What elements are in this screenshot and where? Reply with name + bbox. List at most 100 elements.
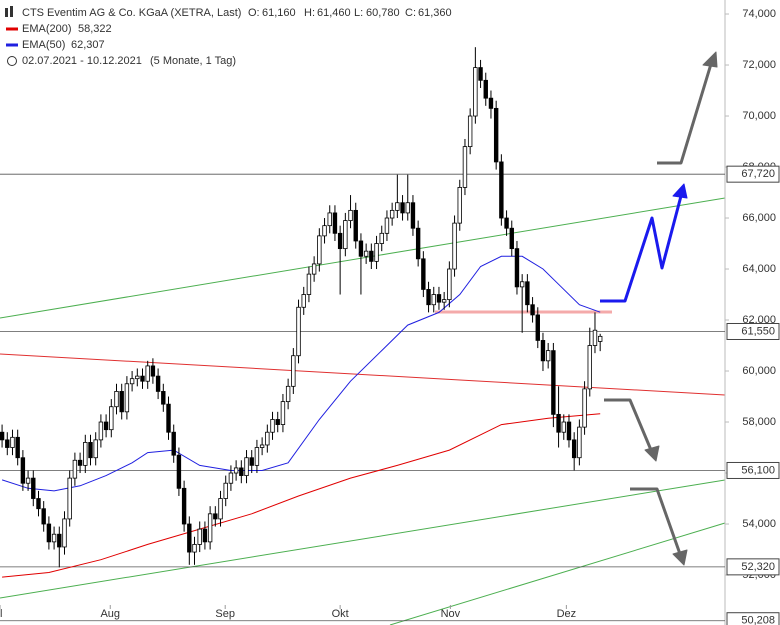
level-label: 67,720 <box>741 168 775 180</box>
candle-body <box>488 97 494 109</box>
candle-body <box>88 442 93 459</box>
candle-body <box>426 289 431 306</box>
legend-value: 58,322 <box>78 23 112 35</box>
candle-body <box>161 391 166 405</box>
arrow-head <box>672 549 688 566</box>
candle-body <box>478 67 483 81</box>
candle-body <box>556 413 561 433</box>
candle-body <box>499 161 504 219</box>
level-box <box>726 612 780 625</box>
candle-body <box>114 391 119 408</box>
trend-line <box>0 197 726 319</box>
trend-line <box>0 479 726 599</box>
candle-body <box>259 444 265 448</box>
arrow <box>600 195 683 303</box>
candle-body <box>31 477 36 499</box>
candle-body <box>135 375 140 380</box>
candle-body <box>587 345 592 390</box>
candle-body <box>10 436 15 448</box>
y-tick-label: 54,000 <box>742 518 776 530</box>
candle-body <box>421 258 426 290</box>
legend-label: EMA(50) <box>22 39 65 51</box>
candle-body <box>124 383 130 413</box>
level-label: 52,320 <box>741 561 775 573</box>
candle-body <box>223 482 228 499</box>
candle-body <box>551 350 556 415</box>
y-tick-label: 58,000 <box>742 416 776 428</box>
level-label: 61,550 <box>741 325 775 337</box>
candle-body <box>275 419 280 425</box>
arrow <box>604 398 653 451</box>
y-tick-label: 70,000 <box>742 110 776 122</box>
y-tick-label: 66,000 <box>742 212 776 224</box>
candle-body <box>285 385 291 403</box>
x-tick-label: Okt <box>332 608 349 620</box>
candle-body <box>15 436 20 459</box>
y-tick-label: 60,000 <box>742 365 776 377</box>
candle-body <box>207 513 213 543</box>
candle-body <box>389 209 395 219</box>
level-box <box>726 558 780 576</box>
candle-body <box>202 528 208 543</box>
candle-body <box>218 498 223 520</box>
candle-body <box>540 340 546 362</box>
level-box <box>726 165 780 183</box>
candle-body <box>592 329 598 346</box>
candle-body <box>353 209 358 242</box>
candle-body <box>176 454 182 489</box>
candle-body <box>98 421 104 441</box>
candle-body <box>119 391 124 413</box>
candle-body <box>0 431 5 441</box>
arrow <box>630 487 682 555</box>
candle-body <box>577 426 582 459</box>
level-label: 50,208 <box>741 615 775 625</box>
candle-body <box>561 421 566 433</box>
candle-body <box>228 472 234 484</box>
candle-body <box>140 375 145 382</box>
candle-body <box>25 477 31 484</box>
candle-body <box>322 225 327 237</box>
candle-body <box>317 235 322 265</box>
ohlc-label: C: <box>405 7 416 19</box>
candle-body <box>374 243 379 262</box>
candle-body <box>270 419 275 433</box>
candle-body <box>379 232 384 244</box>
candle-body <box>150 365 156 377</box>
x-tick-label: Aug <box>100 608 120 620</box>
candle-body <box>301 294 306 308</box>
candle-body <box>280 401 286 425</box>
candle-body <box>77 459 83 466</box>
ohlc-value: 61,160 <box>262 7 296 19</box>
candle-body <box>72 459 78 479</box>
level-box <box>726 461 780 479</box>
candle-body <box>530 304 535 316</box>
candle-body <box>83 442 88 466</box>
candle-body <box>171 431 176 456</box>
drawing-layer <box>0 197 726 625</box>
candle-body <box>467 115 473 148</box>
candle-body <box>213 513 218 520</box>
period: 02.07.2021 - 10.12.2021 <box>22 55 142 67</box>
candle-body <box>291 355 296 387</box>
candle-body <box>395 202 400 211</box>
candle-body <box>363 250 369 257</box>
candle-body <box>67 477 72 520</box>
candle-body <box>436 294 442 303</box>
ohlc-label: O: <box>248 7 260 19</box>
candle-body <box>582 388 587 428</box>
candle-body <box>514 248 520 288</box>
candle-body <box>244 457 249 476</box>
arrow <box>657 63 713 165</box>
candle-body <box>343 220 348 250</box>
candle-body <box>535 314 540 341</box>
chart-icon <box>5 8 8 17</box>
candle-body <box>5 439 10 448</box>
legend-title: CTS Eventim AG & Co. KGaA (XETRA, Last) <box>22 7 241 19</box>
candle-body <box>509 227 514 250</box>
candle-body <box>566 421 572 441</box>
candle-body <box>457 187 462 224</box>
candle-body <box>400 202 405 214</box>
candle-body <box>504 217 509 229</box>
clock-icon <box>7 56 17 66</box>
